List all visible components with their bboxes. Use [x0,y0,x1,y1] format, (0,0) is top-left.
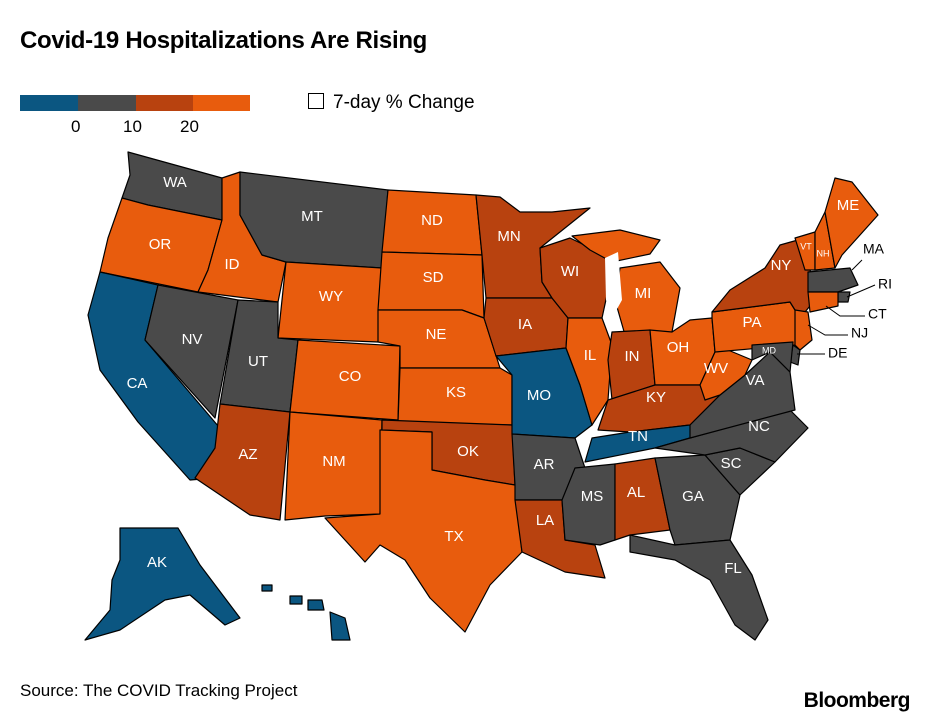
label-NM: NM [322,453,345,470]
label-PA: PA [743,314,762,331]
label-NJ: NJ [851,325,868,341]
state-NJ[interactable] [794,309,813,351]
label-TN: TN [628,428,648,445]
label-FL: FL [724,560,742,577]
state-ME[interactable] [824,177,879,269]
label-NC: NC [748,418,770,435]
label-AK: AK [147,554,167,571]
state-MI-upper[interactable] [571,229,661,263]
state-HI-3[interactable] [329,611,351,641]
state-AL[interactable] [614,457,671,541]
label-VA: VA [746,372,765,389]
label-SD: SD [423,269,444,286]
label-OR: OR [149,236,172,253]
state-NC[interactable] [654,409,809,463]
label-DE: DE [828,345,847,361]
label-NV: NV [182,331,203,348]
state-TX[interactable] [324,429,523,633]
label-ND: ND [421,212,443,229]
state-FL[interactable] [629,534,769,641]
legend-label: 7-day % Change [333,92,475,113]
label-NH: NH [817,248,830,258]
label-MA: MA [863,241,885,257]
label-WA: WA [163,174,187,191]
label-NY: NY [771,257,792,274]
label-ME: ME [837,197,860,214]
label-AL: AL [627,484,645,501]
label-OK: OK [457,443,479,460]
legend-tick-0: 0 [71,117,81,136]
label-MO: MO [527,387,551,404]
label-AZ: AZ [238,446,257,463]
label-TX: TX [444,528,463,545]
state-CT[interactable] [807,291,839,313]
color-legend [20,95,250,111]
label-MI: MI [635,285,652,302]
leader-NJ [807,324,848,336]
label-MS: MS [581,488,604,505]
label-CT: CT [868,306,887,322]
state-HI-1[interactable] [289,595,303,605]
legend-tick-10: 10 [123,117,142,136]
state-NV[interactable] [144,284,239,419]
label-MD: MD [762,345,776,355]
label-KS: KS [446,384,466,401]
label-IA: IA [518,316,532,333]
state-IL[interactable] [565,317,613,426]
label-VT: VT [800,241,812,251]
label-AR: AR [534,456,555,473]
legend-swatch-blue [20,95,78,111]
label-WY: WY [319,288,343,305]
legend-swatch-dark-orange [136,95,193,111]
legend-swatch-gray [78,95,136,111]
label-WI: WI [561,263,579,280]
chart-title: Covid-19 Hospitalizations Are Rising [20,27,428,54]
label-KY: KY [646,389,666,406]
bloomberg-logo: Bloomberg [803,689,911,712]
legend-tick-20: 20 [180,117,199,136]
label-OH: OH [667,339,690,356]
source-note: Source: The COVID Tracking Project [20,681,298,700]
label-MN: MN [497,228,520,245]
label-WV: WV [704,360,728,377]
state-HI-4[interactable] [261,584,273,592]
state-MA[interactable] [807,267,859,293]
label-IN: IN [625,348,640,365]
legend-outline-box [308,93,324,109]
label-MT: MT [301,208,323,225]
label-GA: GA [682,488,704,505]
state-MD[interactable] [751,341,794,373]
label-CO: CO [339,368,362,385]
state-AK[interactable] [84,527,241,641]
label-IL: IL [584,347,597,364]
label-LA: LA [536,512,554,529]
label-RI: RI [878,276,892,292]
leader-CT [825,305,865,317]
label-NE: NE [426,326,447,343]
leader-MA [851,259,863,271]
label-UT: UT [248,353,268,370]
legend-swatch-orange [193,95,250,111]
leader-RI [846,284,876,298]
state-NM[interactable] [284,411,383,521]
label-SC: SC [721,455,742,472]
state-HI-2[interactable] [307,599,325,611]
label-ID: ID [225,256,240,273]
label-CA: CA [127,375,148,392]
lake-michigan [605,252,622,318]
